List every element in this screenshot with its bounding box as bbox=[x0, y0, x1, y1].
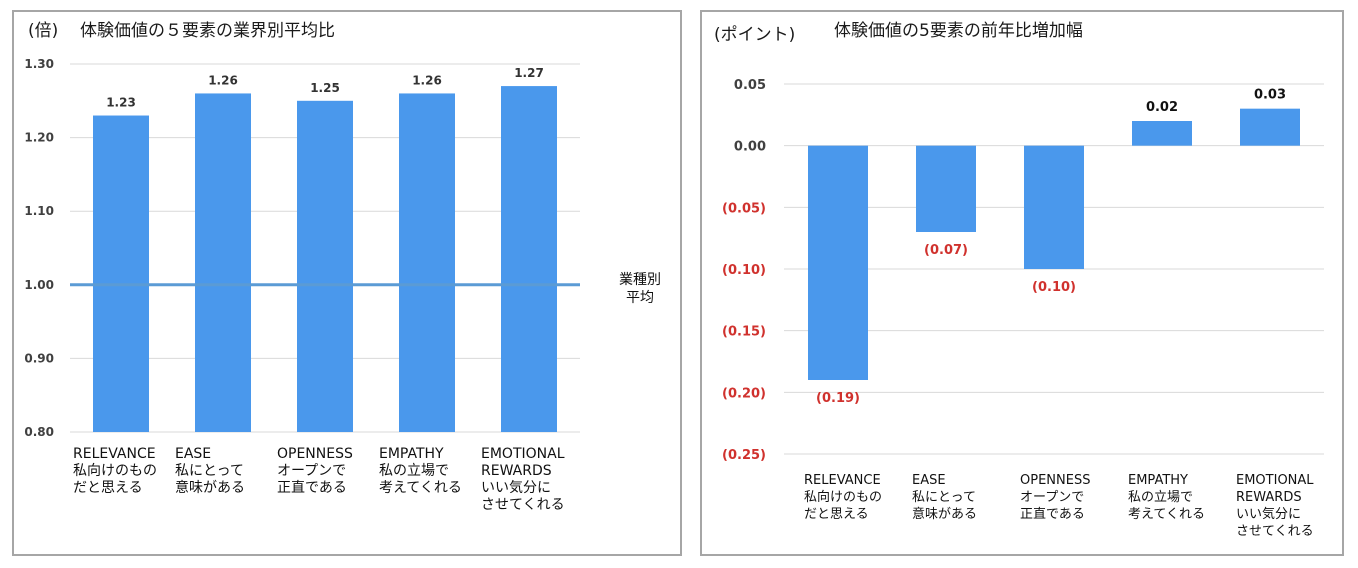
right-y-tick-label: (0.05) bbox=[722, 201, 766, 216]
left-reference-label: 平均 bbox=[626, 290, 654, 306]
right-y-tick-label: (0.20) bbox=[722, 386, 766, 401]
right-category-label: OPENNESS bbox=[1020, 473, 1090, 488]
left-y-tick-label: 0.90 bbox=[24, 351, 54, 365]
right-category-label: 意味がある bbox=[912, 506, 977, 522]
right-chart: (ポイント) 体験価値の5要素の前年比増加幅 0.05 0.00 (0.05) (0.… bbox=[714, 21, 1324, 539]
left-category-label: EASE bbox=[175, 446, 211, 462]
right-data-label: (0.07) bbox=[924, 243, 968, 258]
right-category-label: だと思える bbox=[804, 507, 869, 522]
right-data-label: 0.02 bbox=[1146, 100, 1178, 115]
right-chart-title: 体験価値の5要素の前年比増加幅 bbox=[834, 21, 1083, 41]
left-data-label: 1.27 bbox=[514, 66, 544, 80]
right-category-label: オープンで bbox=[1020, 490, 1084, 505]
left-category-label: OPENNESS bbox=[277, 446, 353, 462]
left-category-label: 私の立場で bbox=[379, 463, 449, 479]
right-category-label: させてくれる bbox=[1236, 524, 1314, 539]
left-data-label: 1.26 bbox=[412, 73, 442, 87]
left-y-tick-label: 1.00 bbox=[24, 278, 54, 292]
right-data-label: (0.19) bbox=[816, 391, 860, 406]
left-category-label: 考えてくれる bbox=[379, 480, 462, 496]
right-category-label: 考えてくれる bbox=[1128, 507, 1205, 522]
right-category-label: 私にとって bbox=[912, 490, 976, 505]
right-bar bbox=[1132, 121, 1192, 146]
left-category-label: 私にとって bbox=[175, 463, 244, 479]
left-y-tick-label: 1.30 bbox=[24, 57, 54, 71]
left-data-label: 1.23 bbox=[106, 96, 136, 110]
left-unit-label: (倍) bbox=[28, 21, 58, 41]
left-reference-label: 業種別 bbox=[619, 272, 661, 288]
left-category-label: 私向けのもの bbox=[73, 463, 157, 479]
right-y-tick-label: (0.25) bbox=[722, 448, 766, 463]
left-category-label: 意味がある bbox=[175, 479, 245, 496]
left-category-label: いい気分に bbox=[481, 480, 551, 496]
left-bar bbox=[195, 93, 251, 432]
left-category-label: REWARDS bbox=[481, 463, 552, 479]
right-y-tick-label: (0.15) bbox=[722, 325, 766, 340]
left-category-label: オープンで bbox=[277, 463, 346, 479]
right-category-label: REWARDS bbox=[1236, 490, 1302, 505]
right-chart-panel: (ポイント) 体験価値の5要素の前年比増加幅 0.05 0.00 (0.05) (0.… bbox=[700, 10, 1344, 556]
left-category-label: EMPATHY bbox=[379, 446, 444, 462]
right-unit-label: (ポイント) bbox=[714, 25, 795, 45]
left-category-label: RELEVANCE bbox=[73, 446, 156, 462]
right-y-tick-label: (0.10) bbox=[722, 263, 766, 278]
left-data-label: 1.25 bbox=[310, 81, 340, 95]
left-y-tick-label: 0.80 bbox=[24, 425, 54, 439]
left-category-label: EMOTIONAL bbox=[481, 446, 565, 462]
right-category-label: 私の立場で bbox=[1128, 490, 1193, 505]
left-bar bbox=[399, 93, 455, 432]
right-data-label: 0.03 bbox=[1254, 88, 1286, 103]
right-y-tick-label: 0.00 bbox=[734, 140, 766, 155]
left-category-label: だと思える bbox=[73, 480, 143, 496]
left-chart-panel: (倍) 体験価値の５要素の業界別平均比 1.30 1.20 1.10 1.00 0.90… bbox=[12, 10, 682, 556]
left-y-tick-label: 1.10 bbox=[24, 204, 54, 218]
right-category-label: いい気分に bbox=[1236, 506, 1301, 522]
left-bar bbox=[297, 100, 353, 433]
left-chart-title: 体験価値の５要素の業界別平均比 bbox=[80, 21, 335, 41]
right-category-label: EMPATHY bbox=[1128, 473, 1188, 488]
right-bar bbox=[1024, 145, 1084, 269]
left-data-label: 1.26 bbox=[208, 73, 238, 87]
right-bar bbox=[1240, 108, 1300, 146]
left-bar bbox=[93, 115, 149, 433]
left-bar bbox=[501, 86, 557, 432]
right-bar bbox=[916, 145, 976, 232]
left-category-label: 正直である bbox=[277, 479, 347, 496]
right-category-label: RELEVANCE bbox=[804, 473, 881, 488]
right-category-label: EMOTIONAL bbox=[1236, 473, 1314, 488]
left-chart: (倍) 体験価値の５要素の業界別平均比 1.30 1.20 1.10 1.00 0.90… bbox=[24, 21, 661, 513]
right-bar bbox=[808, 145, 868, 380]
right-y-tick-label: 0.05 bbox=[734, 78, 766, 93]
right-category-label: EASE bbox=[912, 473, 946, 488]
left-y-tick-label: 1.20 bbox=[24, 131, 54, 145]
right-data-label: (0.10) bbox=[1032, 280, 1076, 295]
right-category-label: 私向けのもの bbox=[804, 489, 882, 505]
right-category-label: 正直である bbox=[1020, 507, 1085, 522]
left-category-label: させてくれる bbox=[481, 497, 565, 513]
